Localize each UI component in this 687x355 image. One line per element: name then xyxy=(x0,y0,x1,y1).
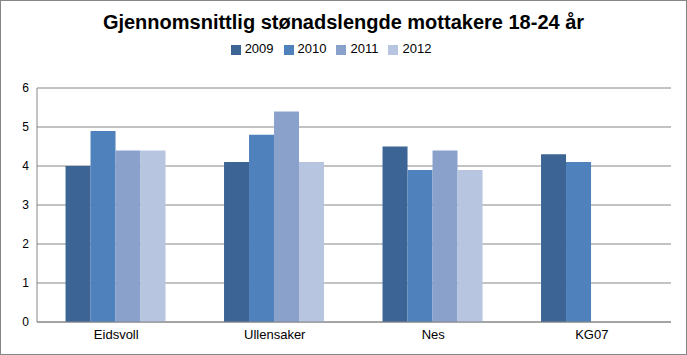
html-text:Gjennomsnittlig stønadslengde: Gjennomsnittlig stønadslengde mottakere … xyxy=(102,11,585,33)
svg-text:4: 4 xyxy=(22,159,29,173)
html-text:2011: 2011 xyxy=(350,41,379,56)
html-text:2010: 2010 xyxy=(297,41,327,56)
svg-text:1: 1 xyxy=(22,276,29,290)
svg-text:2: 2 xyxy=(22,237,29,251)
svg-text:0: 0 xyxy=(22,315,29,329)
svg-text:6: 6 xyxy=(22,81,29,95)
svg-text:5: 5 xyxy=(22,120,29,134)
svg-text:Ullensaker: Ullensaker xyxy=(244,327,306,342)
html-text:2009: 2009 xyxy=(244,41,274,56)
svg-text:KG07: KG07 xyxy=(575,327,608,342)
svg-text:Nes: Nes xyxy=(422,327,446,342)
svg-text:Eidsvoll: Eidsvoll xyxy=(94,327,139,342)
html-text:2012: 2012 xyxy=(402,41,432,56)
svg-text:3: 3 xyxy=(22,198,29,212)
